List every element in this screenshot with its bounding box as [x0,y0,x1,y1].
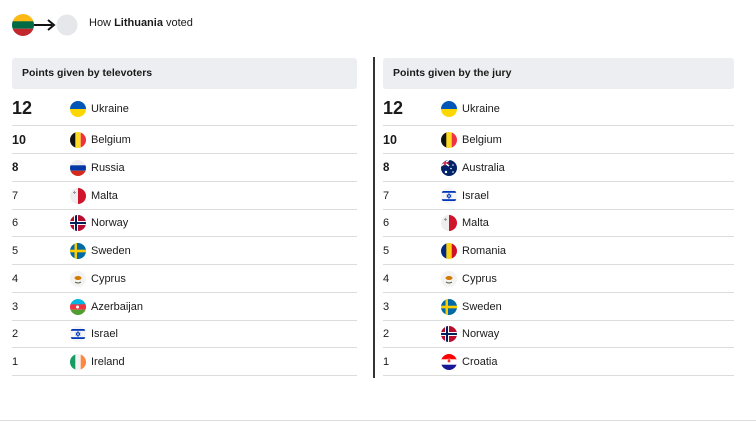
flag [70,215,86,231]
country: Israel [91,327,118,340]
vote-row: 8 Russia [12,154,357,182]
points: 1 [12,355,19,368]
flag [441,243,457,259]
vote-row: 5 Sweden [12,237,357,265]
country: Cyprus [91,272,126,285]
country: Russia [91,161,125,174]
jury-panel: Points given by the jury 12 Ukraine 10 Belg… [373,58,734,376]
vote-row: 10 Belgium [383,126,734,154]
vote-row: 6 Norway [12,209,357,237]
divider [373,57,375,378]
points: 10 [12,132,26,147]
points: 3 [383,300,390,313]
vote-row: 4 Cyprus [12,265,357,293]
vote-row: 7 Israel [383,182,734,210]
flag [441,160,457,176]
vote-direction-icon [12,13,78,37]
points: 12 [12,98,33,118]
country: Azerbaijan [91,300,143,313]
points: 7 [383,189,390,202]
flag [70,326,86,342]
vote-row: 7 Malta [12,182,357,210]
points: 8 [383,161,390,174]
vote-row: 8 Australia [383,154,734,182]
flag [70,188,86,204]
points: 12 [383,98,404,118]
points: 2 [12,327,19,340]
points: 2 [383,327,390,340]
country: Sweden [462,300,502,313]
points: 4 [383,272,390,285]
country: Belgium [462,133,502,146]
vote-row: 6 Malta [383,209,734,237]
vote-row: 12 Ukraine [383,92,734,126]
flag [70,132,86,148]
country: Ireland [91,355,125,368]
country: Malta [462,216,489,229]
televoters-panel: Points given by televoters 12 Ukraine 10 Be… [12,58,357,376]
vote-row: 2 Norway [383,320,734,348]
flag [70,101,86,117]
panel-title: Points given by the jury [383,58,734,89]
flag [70,299,86,315]
country: Israel [462,189,489,202]
points: 7 [12,189,19,202]
flag [70,243,86,259]
vote-row: 3 Sweden [383,293,734,321]
points: 1 [383,355,390,368]
vote-row: 3 Azerbaijan [12,293,357,321]
points: 5 [12,244,19,257]
flag [70,354,86,370]
points: 6 [383,216,390,229]
country: Norway [462,327,500,340]
points: 3 [12,300,19,313]
flag [70,160,86,176]
header-suffix: voted [162,17,193,29]
country: Romania [462,244,507,257]
country: Ukraine [91,102,129,115]
flag [441,188,457,204]
flag [441,132,457,148]
points: 5 [383,244,390,257]
flag [441,271,457,287]
flag [441,326,457,342]
footer-line [0,420,756,421]
country: Australia [462,161,505,174]
vote-row: 5 Romania [383,237,734,265]
country: Malta [91,189,118,202]
vote-row: 2 Israel [12,320,357,348]
country: Norway [91,216,129,229]
points: 10 [383,132,397,147]
country: Croatia [462,355,498,368]
vote-row: 12 Ukraine [12,92,357,126]
points: 4 [12,272,19,285]
country: Ukraine [462,102,500,115]
country: Cyprus [462,272,497,285]
panel-title: Points given by televoters [12,58,357,89]
flag [441,215,457,231]
country: Sweden [91,244,131,257]
vote-row: 10 Belgium [12,126,357,154]
vote-row: 1 Croatia [383,348,734,376]
flag [441,101,457,117]
points: 8 [12,161,19,174]
header-text: How Lithuania voted [89,17,193,29]
header-country: Lithuania [114,17,163,29]
flag [70,271,86,287]
vote-row: 4 Cyprus [383,265,734,293]
vote-row: 1 Ireland [12,348,357,376]
header-prefix: How [89,17,115,29]
country: Belgium [91,133,131,146]
points: 6 [12,216,19,229]
flag [441,299,457,315]
flag [441,354,457,370]
